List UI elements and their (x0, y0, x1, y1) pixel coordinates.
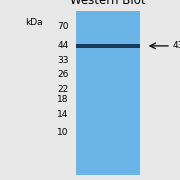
Text: 10: 10 (57, 128, 68, 137)
Text: 26: 26 (57, 70, 68, 79)
Text: 14: 14 (57, 110, 68, 119)
Text: 18: 18 (57, 95, 68, 104)
Text: 33: 33 (57, 56, 68, 65)
Bar (76, 44, 140, 48)
Bar (76, 11, 140, 175)
Text: Western Blot: Western Blot (70, 0, 146, 7)
Text: 44: 44 (57, 41, 68, 50)
Text: 22: 22 (57, 85, 68, 94)
Text: 43kDa: 43kDa (173, 41, 180, 50)
Text: 70: 70 (57, 22, 68, 31)
Text: kDa: kDa (25, 18, 43, 27)
